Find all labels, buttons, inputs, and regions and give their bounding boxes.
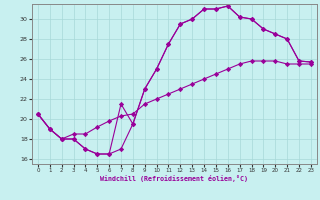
X-axis label: Windchill (Refroidissement éolien,°C): Windchill (Refroidissement éolien,°C): [100, 175, 248, 182]
